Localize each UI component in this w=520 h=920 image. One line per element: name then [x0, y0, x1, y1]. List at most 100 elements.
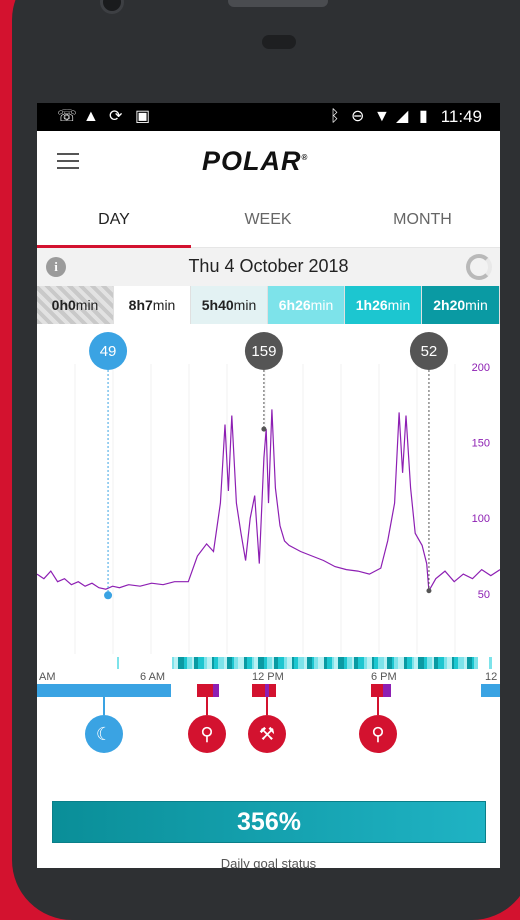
zone-value: 1h26: [355, 297, 388, 313]
intensity-band: [374, 657, 378, 669]
intensity-band: [458, 657, 464, 669]
intensity-band: [244, 657, 247, 669]
sleep-icon[interactable]: ☾: [85, 715, 123, 753]
intensity-band: [272, 657, 274, 669]
intensity-band: [234, 657, 238, 669]
intensity-band: [327, 657, 332, 669]
intensity-band: [367, 657, 372, 669]
intensity-band: [412, 657, 414, 669]
intensity-band: [298, 657, 304, 669]
zone-unit: min: [310, 297, 334, 313]
intensity-band: [418, 657, 424, 669]
intensity-band: [444, 657, 447, 669]
intensity-band: [247, 657, 252, 669]
intensity-band: [358, 657, 364, 669]
x-axis-label: 6 AM: [140, 671, 166, 683]
missed-call-icon: ☏: [57, 108, 78, 125]
do-not-disturb-icon: ⊖: [351, 108, 365, 125]
intensity-band: [267, 657, 272, 669]
intensity-band: [392, 657, 394, 669]
zone-unit: min: [75, 297, 99, 313]
tab-week[interactable]: WEEK: [244, 211, 292, 228]
y-tick-label: 150: [472, 438, 490, 450]
activity-segment: [481, 684, 500, 697]
intensity-band: [292, 657, 294, 669]
zone-value: 8h7: [128, 297, 153, 313]
intensity-band: [334, 657, 338, 669]
cycling-stem: [206, 697, 208, 715]
proximity-sensor: [262, 35, 296, 49]
heart-rate-chart: 200 150 100 50 49 159 52: [37, 324, 500, 659]
heart-rate-line: [37, 409, 500, 593]
intensity-band: [347, 657, 352, 669]
intensity-band: [214, 657, 218, 669]
y-tick-label: 200: [472, 362, 490, 374]
zone-unit: min: [233, 297, 257, 313]
sync-icon: ⟳: [109, 108, 123, 125]
intensity-band: [372, 657, 374, 669]
intensity-band: [274, 657, 278, 669]
period-tabs: DAY WEEK MONTH: [37, 193, 500, 248]
daily-goal-label: Daily goal status: [220, 856, 317, 868]
marker-bubble[interactable]: [409, 332, 448, 370]
daily-goal-bar[interactable]: 356%: [52, 801, 486, 843]
activity-zones: 0h0min 8h7min 5h40min 6h26min 1h26min 2h20min: [37, 286, 500, 324]
tab-day[interactable]: DAY: [98, 211, 130, 228]
marker-dot: [261, 426, 267, 432]
tab-month[interactable]: MONTH: [393, 211, 452, 228]
earpiece-speaker: [228, 0, 328, 7]
intensity-band: [378, 657, 384, 669]
zone-value: 5h40: [201, 297, 234, 313]
x-axis-label: 12: [485, 671, 498, 683]
zone-unit: min: [465, 297, 488, 313]
status-bar: ☏ ▲ ⟳ ▣ ᛒ ⊖ ▼ ◢ ▮ 11:49: [37, 103, 500, 131]
cycling-icon[interactable]: ⚲: [188, 715, 226, 753]
front-camera: [100, 0, 124, 14]
sync-status-icon[interactable]: [466, 254, 492, 280]
intensity-band: [187, 657, 192, 669]
marker-label: 49: [100, 343, 117, 360]
y-tick-label: 100: [472, 513, 490, 525]
intensity-band: [238, 657, 244, 669]
intensity-band: [294, 657, 298, 669]
activity-segment: [213, 684, 219, 697]
intensity-band: [432, 657, 434, 669]
info-icon[interactable]: i: [46, 257, 66, 277]
intensity-band: [232, 657, 234, 669]
intensity-band: [318, 657, 324, 669]
intensity-band: [172, 657, 174, 669]
app-screen: ☏ ▲ ⟳ ▣ ᛒ ⊖ ▼ ◢ ▮ 11:49 POLAR® DAY WEEK …: [37, 103, 500, 868]
intensity-band: [454, 657, 458, 669]
activity-segment: [37, 684, 171, 697]
marker-dot: [426, 588, 432, 594]
intensity-band: [474, 657, 478, 669]
zone-value: 6h26: [278, 297, 311, 313]
drive-icon: ▲: [83, 108, 99, 125]
intensity-band: [467, 657, 472, 669]
intensity-band: [434, 657, 438, 669]
intensity-band: [447, 657, 452, 669]
intensity-band: [344, 657, 347, 669]
strength-stem: [266, 697, 268, 715]
daily-goal-value: 356%: [237, 808, 301, 836]
intensity-band: [394, 657, 398, 669]
bluetooth-icon: ᛒ: [330, 108, 340, 125]
activity-segment: [265, 684, 269, 697]
intensity-band: [174, 657, 178, 669]
image-icon: ▣: [135, 108, 151, 125]
marker-bubble[interactable]: [244, 332, 283, 370]
intensity-band: [287, 657, 292, 669]
intensity-band: [414, 657, 418, 669]
intensity-band: [472, 657, 474, 669]
intensity-band: [407, 657, 412, 669]
cycling-icon[interactable]: ⚲: [359, 715, 397, 753]
zone-2: 5h40min: [191, 286, 268, 324]
intensity-band: [224, 657, 227, 669]
signal-icon: ◢: [396, 108, 409, 125]
marker-bubble[interactable]: [89, 332, 128, 370]
activity-segment: [383, 684, 391, 697]
zone-unit: min: [387, 297, 411, 313]
menu-icon[interactable]: [57, 153, 79, 169]
strength-training-icon[interactable]: ⚒: [248, 715, 286, 753]
intensity-band: [218, 657, 224, 669]
